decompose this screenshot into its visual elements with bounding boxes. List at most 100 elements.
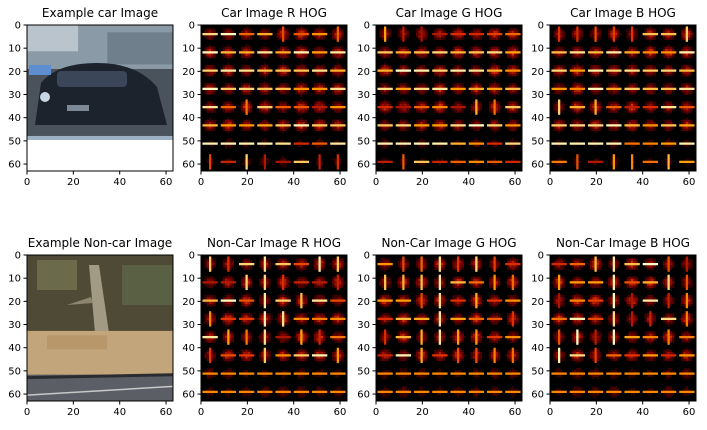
axes-frame	[549, 24, 697, 172]
x-tick-label: 0	[373, 407, 379, 418]
x-tick-label: 60	[334, 177, 347, 188]
x-tick-label: 40	[287, 407, 300, 418]
y-tick-label: 60	[357, 160, 370, 171]
panel-title: Example Non-car Image	[28, 236, 172, 250]
y-tick-label: 30	[8, 90, 21, 101]
x-tick-label: 60	[683, 177, 696, 188]
panel-title: Car Image B HOG	[570, 6, 676, 20]
y-tick-label: 60	[531, 160, 544, 171]
y-tick-label: 50	[357, 366, 370, 377]
panel-title: Non-Car Image G HOG	[381, 236, 516, 250]
hog-heatmap	[550, 255, 696, 401]
x-tick-label: 40	[636, 407, 649, 418]
panel-title: Non-Car Image R HOG	[207, 236, 341, 250]
x-tick-label: 20	[590, 177, 603, 188]
hog-heatmap	[201, 255, 347, 401]
y-tick-label: 40	[8, 113, 21, 124]
example-image	[26, 255, 174, 401]
axes-frame	[26, 24, 174, 172]
y-tick-label: 30	[531, 320, 544, 331]
x-tick-label: 0	[373, 177, 379, 188]
y-tick-label: 0	[15, 251, 21, 262]
y-tick-label: 50	[8, 366, 21, 377]
y-tick-label: 40	[357, 343, 370, 354]
y-tick-label: 60	[531, 390, 544, 401]
x-tick-label: 60	[160, 407, 173, 418]
y-tick-label: 40	[357, 113, 370, 124]
y-tick-label: 30	[531, 90, 544, 101]
axes-frame	[200, 254, 348, 402]
x-tick-label: 20	[590, 407, 603, 418]
y-tick-label: 10	[8, 274, 21, 285]
y-tick-label: 10	[357, 274, 370, 285]
panel-title: Non-Car Image B HOG	[556, 236, 690, 250]
y-tick-label: 0	[189, 21, 195, 32]
x-tick-label: 60	[683, 407, 696, 418]
x-tick-label: 20	[241, 177, 254, 188]
y-tick-label: 40	[182, 113, 195, 124]
y-tick-label: 10	[182, 274, 195, 285]
x-tick-label: 40	[113, 407, 126, 418]
x-tick-label: 0	[547, 177, 553, 188]
y-tick-label: 60	[8, 160, 21, 171]
axes-frame	[549, 254, 697, 402]
y-tick-label: 40	[182, 343, 195, 354]
y-tick-label: 0	[538, 251, 544, 262]
y-tick-label: 20	[8, 67, 21, 78]
x-tick-label: 40	[636, 177, 649, 188]
panel-title: Example car Image	[42, 6, 158, 20]
y-tick-label: 0	[538, 21, 544, 32]
axes-frame	[200, 24, 348, 172]
y-tick-label: 50	[182, 366, 195, 377]
x-tick-label: 60	[160, 177, 173, 188]
y-tick-label: 50	[8, 136, 21, 147]
y-tick-label: 20	[531, 297, 544, 308]
y-tick-label: 0	[189, 251, 195, 262]
y-tick-label: 20	[531, 67, 544, 78]
x-tick-label: 20	[67, 177, 80, 188]
x-tick-label: 20	[416, 177, 429, 188]
y-tick-label: 20	[8, 297, 21, 308]
x-tick-label: 20	[67, 407, 80, 418]
y-tick-label: 40	[531, 113, 544, 124]
y-tick-label: 20	[357, 297, 370, 308]
y-tick-label: 20	[182, 297, 195, 308]
x-tick-label: 0	[24, 177, 30, 188]
y-tick-label: 60	[182, 160, 195, 171]
y-tick-label: 40	[531, 343, 544, 354]
x-tick-label: 60	[334, 407, 347, 418]
y-tick-label: 10	[8, 44, 21, 55]
axes-frame	[26, 254, 174, 402]
y-tick-label: 20	[357, 67, 370, 78]
x-tick-label: 0	[198, 407, 204, 418]
y-tick-label: 20	[182, 67, 195, 78]
x-tick-label: 40	[462, 177, 475, 188]
y-tick-label: 60	[8, 390, 21, 401]
y-tick-label: 0	[364, 21, 370, 32]
axes-frame	[375, 254, 523, 402]
x-tick-label: 40	[113, 177, 126, 188]
x-tick-label: 60	[509, 407, 522, 418]
x-tick-label: 20	[416, 407, 429, 418]
x-tick-label: 60	[509, 177, 522, 188]
hog-heatmap	[376, 255, 522, 401]
y-tick-label: 10	[531, 44, 544, 55]
y-tick-label: 0	[364, 251, 370, 262]
y-tick-label: 10	[357, 44, 370, 55]
y-tick-label: 50	[357, 136, 370, 147]
x-tick-label: 0	[198, 177, 204, 188]
y-tick-label: 10	[531, 274, 544, 285]
y-tick-label: 30	[182, 320, 195, 331]
panel-title: Car Image G HOG	[396, 6, 503, 20]
axes-frame	[375, 24, 523, 172]
x-tick-label: 0	[547, 407, 553, 418]
y-tick-label: 30	[8, 320, 21, 331]
y-tick-label: 60	[182, 390, 195, 401]
y-tick-label: 0	[15, 21, 21, 32]
